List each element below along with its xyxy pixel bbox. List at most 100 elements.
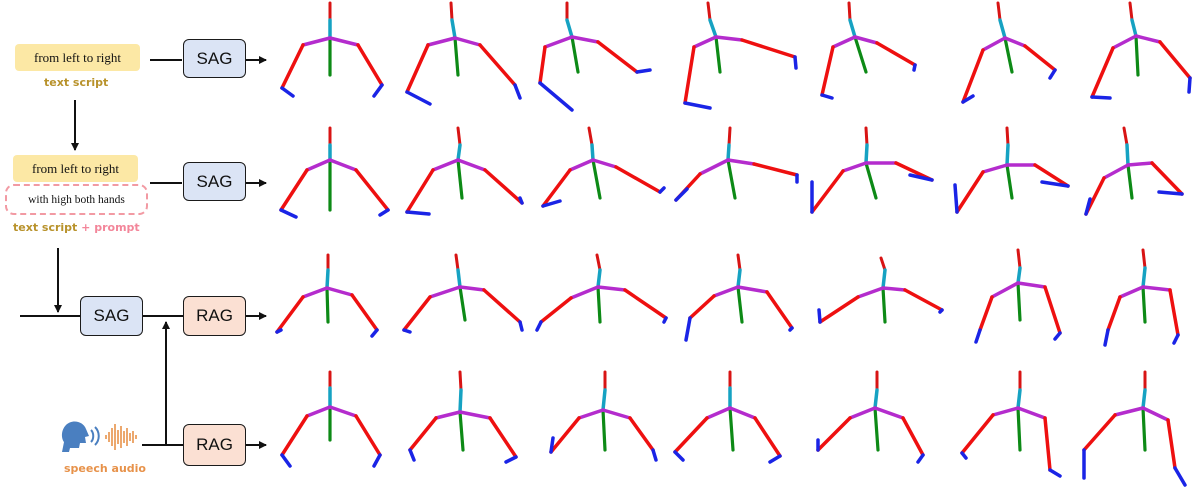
pose-head <box>449 1 454 22</box>
pose-skeleton-10 <box>541 126 666 208</box>
pose-neck <box>873 388 879 410</box>
pose-left-shoulder <box>301 36 332 47</box>
pose-skeleton-5 <box>820 1 917 100</box>
pose-left-arm <box>539 296 573 324</box>
pose-neck <box>736 268 742 289</box>
pose-neck <box>458 388 463 414</box>
pose-head <box>736 253 742 272</box>
pose-right-hand <box>513 83 522 100</box>
pose-neck <box>325 268 330 290</box>
pose-right-shoulder <box>456 158 487 172</box>
pose-right-shoulder <box>458 285 486 292</box>
pose-torso <box>1003 36 1014 74</box>
pose-left-shoulder <box>841 161 868 173</box>
pose-left-arm <box>541 168 572 208</box>
pose-left-shoulder <box>981 163 1009 174</box>
pose-skeleton-9 <box>405 126 524 216</box>
pose-torso <box>1141 406 1147 452</box>
pose-skeleton-7 <box>1090 1 1192 100</box>
pose-neck <box>1016 388 1022 410</box>
pose-left-hand <box>279 208 298 219</box>
pose-torso <box>458 410 465 452</box>
pose-right-hand <box>908 173 934 182</box>
pose-skeleton-1 <box>280 1 384 98</box>
pose-right-hand <box>1173 466 1187 487</box>
pose-right-arm <box>1023 44 1057 72</box>
pose-right-arm <box>354 414 382 457</box>
pose-skeleton-23 <box>408 370 518 464</box>
pose-left-hand <box>683 101 712 110</box>
pose-right-arm <box>903 288 944 312</box>
pose-skeleton-6 <box>961 1 1057 104</box>
pose-right-shoulder <box>325 286 354 297</box>
pose-skeleton-13 <box>953 126 1070 214</box>
pose-skeleton-16 <box>402 253 524 334</box>
pose-torso <box>453 36 460 77</box>
pose-left-shoulder <box>428 285 462 299</box>
pose-left-arm <box>1082 413 1117 452</box>
pose-head <box>587 126 594 147</box>
pose-left-hand <box>820 93 834 100</box>
pose-torso <box>853 35 868 74</box>
pose-right-arm <box>753 416 782 458</box>
pose-torso <box>1016 406 1022 452</box>
pose-right-hand <box>768 454 782 464</box>
pose-skeleton-19 <box>817 256 944 324</box>
pose-left-hand <box>673 450 685 462</box>
pose-right-hand <box>1053 331 1062 341</box>
pose-skeleton-22 <box>280 370 382 468</box>
pose-neck <box>590 143 595 162</box>
pose-head <box>864 126 869 147</box>
pose-left-shoulder <box>434 410 462 420</box>
pose-skeleton-26 <box>816 370 925 464</box>
pose-head <box>456 126 462 147</box>
pose-right-hand <box>1172 333 1180 345</box>
pose-left-shoulder <box>305 158 332 172</box>
speech-audio-label: speech audio <box>64 462 146 475</box>
pose-right-shoulder <box>736 285 769 294</box>
pose-neck <box>848 18 857 39</box>
pose-head <box>996 1 1002 22</box>
pose-skeleton-28 <box>1082 370 1187 487</box>
pose-torso <box>1126 163 1134 200</box>
pose-skeleton-24 <box>549 370 658 462</box>
pose-right-arm <box>1043 416 1052 472</box>
pose-right-shoulder <box>728 406 757 420</box>
pose-left-arm <box>408 416 438 452</box>
pose-right-shoulder <box>1126 161 1154 167</box>
pose-torso <box>1141 285 1147 324</box>
pose-left-hand <box>974 328 982 344</box>
pose-left-arm <box>280 414 309 457</box>
pose-left-hand <box>960 451 968 460</box>
pose-left-hand <box>684 316 692 342</box>
pose-neck <box>601 388 607 412</box>
pose-right-hand <box>793 55 798 70</box>
pose-skeleton-20 <box>974 248 1062 344</box>
pose-head <box>1016 248 1022 270</box>
pose-right-hand <box>1048 68 1057 80</box>
pose-right-hand <box>658 186 666 194</box>
pose-right-shoulder <box>1141 285 1172 292</box>
pose-skeleton-4 <box>683 1 798 110</box>
pose-left-shoulder <box>1111 34 1138 50</box>
pose-left-hand <box>953 183 959 214</box>
pose-torso <box>1005 163 1014 200</box>
pose-torso <box>728 406 735 452</box>
speaking-head-icon <box>61 421 100 452</box>
pose-left-hand <box>1084 197 1092 216</box>
pose-right-shoulder <box>1134 34 1162 44</box>
pose-right-arm <box>765 290 794 330</box>
pose-left-arm <box>960 413 995 455</box>
pose-left-arm <box>810 169 845 214</box>
pose-right-arm <box>354 168 390 212</box>
pose-left-arm <box>688 294 716 320</box>
pose-left-hand <box>405 210 431 216</box>
pose-head <box>595 253 602 272</box>
pose-right-arm <box>1033 163 1070 188</box>
pose-right-hand <box>651 448 658 462</box>
pose-head <box>1141 248 1147 270</box>
pose-right-arm <box>1168 288 1180 337</box>
pose-left-shoulder <box>698 158 730 176</box>
pose-neck <box>1125 143 1130 167</box>
